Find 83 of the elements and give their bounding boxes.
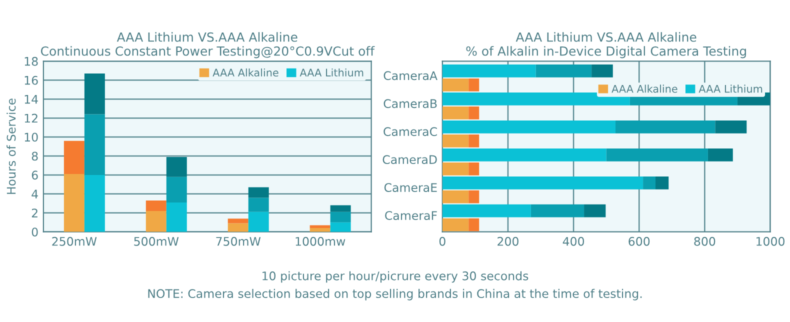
y-tick-label: CameraB <box>384 99 437 108</box>
x-tick-label: 250mW <box>52 236 97 246</box>
bar <box>146 200 166 211</box>
bar <box>330 205 351 212</box>
bar <box>530 204 584 218</box>
text: NOTE: Camera selection based on top selling brands in China at the time of testing. <box>148 288 642 300</box>
bar <box>330 212 351 222</box>
y-tick-label: CameraF <box>385 211 437 220</box>
bar <box>442 78 469 92</box>
bar <box>584 204 606 218</box>
bar <box>166 156 187 177</box>
bar <box>84 114 105 175</box>
bar <box>442 190 469 204</box>
x-tick-label: 1000mw <box>296 236 346 246</box>
bar <box>442 176 644 190</box>
bar <box>310 228 330 232</box>
bar <box>715 120 747 134</box>
y-tick-label: CameraC <box>384 127 437 136</box>
x-tick-label: 200 <box>498 236 518 246</box>
bar <box>442 134 469 148</box>
y-tick-label: CameraD <box>382 155 437 164</box>
bar <box>536 64 592 78</box>
x-tick-label: 800 <box>694 236 716 246</box>
y-tick-label: 18 <box>24 56 38 66</box>
bar <box>442 218 469 232</box>
legend-label: AAA Alkaline <box>612 84 678 93</box>
bar <box>248 198 269 212</box>
bar <box>64 140 84 174</box>
bar <box>468 78 480 92</box>
y-tick-label: 16 <box>24 76 38 85</box>
bar <box>442 120 616 134</box>
y-tick-label: CameraA <box>384 71 438 80</box>
y-tick-label: 6 <box>32 170 38 180</box>
y-axis-title: Hours of Service <box>6 98 16 194</box>
bar <box>84 174 105 232</box>
bar <box>468 134 480 148</box>
bar <box>606 148 708 162</box>
bar <box>708 148 733 162</box>
bar <box>442 162 469 176</box>
bar <box>616 120 716 134</box>
y-tick-label: 12 <box>24 114 38 123</box>
bar <box>64 174 84 232</box>
legend-label: AAA Lithium <box>300 68 364 77</box>
bar <box>442 92 630 106</box>
y-tick-label: 4 <box>32 190 38 198</box>
y-tick-label: 8 <box>32 152 38 161</box>
y-tick-label: 2 <box>32 208 38 218</box>
x-tick-label: 400 <box>562 236 584 246</box>
bar <box>442 204 531 218</box>
bar <box>146 210 166 232</box>
bar <box>468 162 480 176</box>
x-tick-label: 1000 <box>756 236 784 246</box>
y-tick-label: 10 <box>24 132 38 142</box>
legend-label: AAA Lithium <box>698 84 762 93</box>
bar <box>330 222 351 232</box>
bar <box>84 74 105 114</box>
bar <box>468 106 480 120</box>
chart-title: AAA Lithium VS.AAA Alkaline Continuous Constant Power Testing@20°C0.9VCut off <box>40 32 375 58</box>
chart-title: AAA Lithium VS.AAA Alkaline % of Alkalin in-Device Digital Camera Testing <box>466 32 746 58</box>
bar <box>228 218 248 224</box>
bar <box>442 106 469 120</box>
bar <box>166 176 187 202</box>
y-tick-label: 0 <box>32 228 38 236</box>
bar <box>656 176 669 190</box>
x-tick-label: 600 <box>628 236 650 246</box>
x-tick-label: 500mW <box>134 236 179 246</box>
legend-label: AAA Alkaline <box>212 68 278 77</box>
bar <box>468 190 480 204</box>
bar <box>228 223 248 232</box>
bar <box>248 187 269 198</box>
bar <box>248 212 269 232</box>
bar <box>643 176 656 190</box>
bar <box>166 202 187 232</box>
bar <box>442 148 606 162</box>
y-tick-label: 14 <box>24 94 38 104</box>
x-tick-label: 0 <box>439 236 446 246</box>
x-tick-label: 750mW <box>216 236 261 246</box>
bar <box>310 225 330 228</box>
bar <box>468 218 480 232</box>
y-tick-label: CameraE <box>384 183 437 192</box>
text: 10 picture per hour/picrure every 30 seconds <box>262 271 528 283</box>
bar <box>442 64 536 78</box>
bar <box>592 64 613 78</box>
